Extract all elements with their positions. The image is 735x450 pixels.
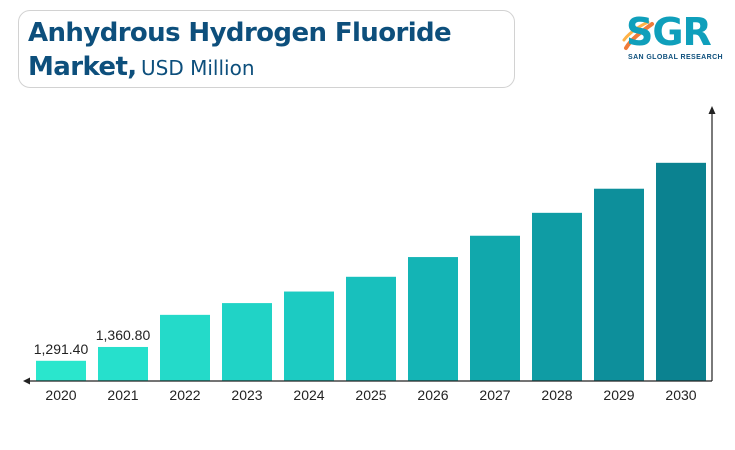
bar-2029 — [594, 188, 644, 381]
data-labels-group: 1,291.40 1,360.80 — [34, 327, 151, 357]
bar-2025 — [346, 276, 396, 381]
x-tick-label-2028: 2028 — [541, 387, 572, 403]
x-tick-label-2024: 2024 — [293, 387, 324, 403]
x-tick-labels-group: 2020 2021 2022 2023 2024 2025 2026 2027 2028 2029… — [45, 387, 696, 403]
x-tick-label-2020: 2020 — [45, 387, 76, 403]
x-tick-label-2027: 2027 — [479, 387, 510, 403]
sgr-logo: SGR SAN GLOBAL RESEARCH — [618, 10, 728, 68]
x-tick-label-2021: 2021 — [107, 387, 138, 403]
title-box: Anhydrous Hydrogen Fluoride Market, USD … — [18, 10, 515, 88]
x-tick-label-2023: 2023 — [231, 387, 262, 403]
bar-2030 — [656, 162, 706, 381]
x-tick-label-2022: 2022 — [169, 387, 200, 403]
logo-mark: SGR — [626, 10, 712, 54]
x-tick-label-2029: 2029 — [603, 387, 634, 403]
y-axis-arrow — [708, 106, 716, 114]
chart-title-line2: Market, USD Million — [28, 51, 255, 87]
x-tick-label-2030: 2030 — [665, 387, 696, 403]
data-label-2021: 1,360.80 — [96, 327, 151, 343]
data-label-2020: 1,291.40 — [34, 341, 89, 357]
bar-2023 — [222, 303, 272, 381]
swoosh-icon — [622, 20, 654, 50]
bars-group — [36, 162, 706, 381]
bar-2020 — [36, 360, 86, 381]
logo-subtitle: SAN GLOBAL RESEARCH — [628, 54, 723, 61]
bar-2021 — [98, 346, 148, 381]
bar-2027 — [470, 235, 520, 381]
bar-2024 — [284, 291, 334, 381]
bar-2028 — [532, 212, 582, 381]
chart-unit: USD Million — [141, 56, 255, 80]
x-tick-label-2026: 2026 — [417, 387, 448, 403]
x-tick-label-2025: 2025 — [355, 387, 386, 403]
x-axis-arrow — [23, 377, 30, 385]
bar-2022 — [160, 314, 210, 381]
bar-2026 — [408, 257, 458, 381]
chart-title: Anhydrous Hydrogen Fluoride — [28, 18, 452, 48]
chart-title-market: Market, — [28, 52, 137, 82]
